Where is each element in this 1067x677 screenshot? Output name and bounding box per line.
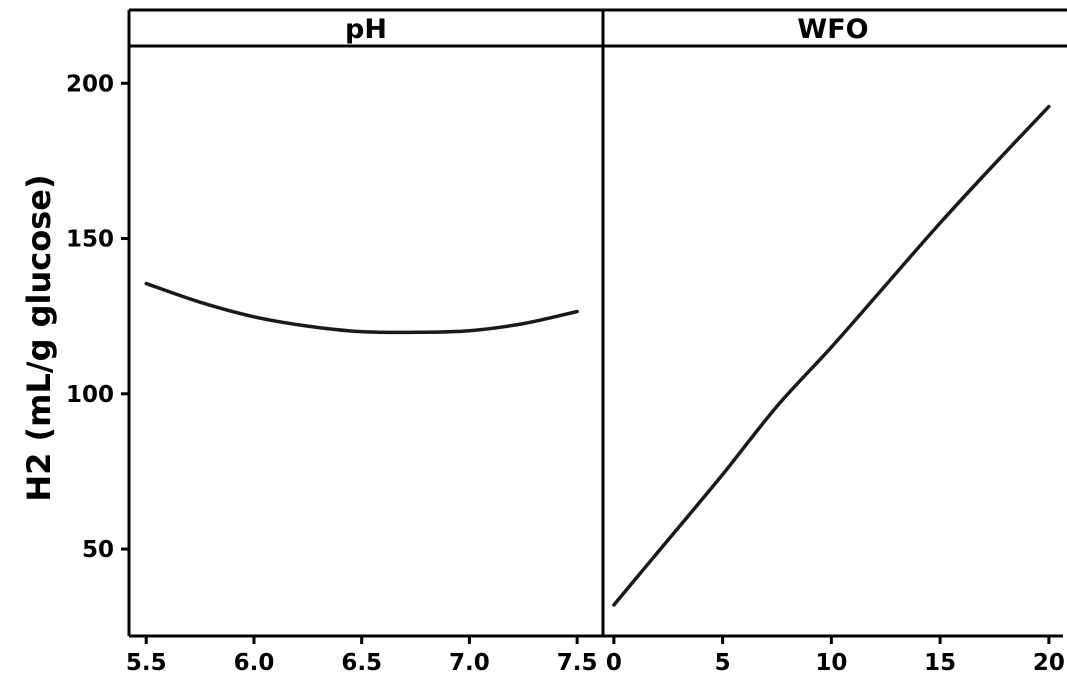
y-axis: 50 100 150 200 [66,10,131,636]
y-tick-label: 50 [82,537,114,563]
series-line-wfo [612,104,1051,607]
x-tick-label: 7.5 [557,650,598,676]
panel-strip-label: pH [345,14,387,45]
x-tick-label: 5.5 [126,650,167,676]
x-tick-label: 5 [715,650,731,676]
x-tick-label: 15 [924,650,956,676]
y-axis-title: H2 (mL/g glucose) [20,174,58,501]
panel-strips: pH WFO [129,8,1067,48]
x-tick-label: 7.0 [449,650,490,676]
series-line-ph [144,281,579,335]
x-tick-label: 10 [815,650,847,676]
x-tick-label: 0 [606,650,622,676]
x-axes: 5.5 6.0 6.5 7.0 7.5 0 5 10 15 20 [126,634,1065,676]
x-tick-label: 6.5 [341,650,382,676]
plot-panels [144,10,1051,636]
panel-strip-label: WFO [797,14,868,45]
y-tick-label: 150 [66,227,114,253]
y-tick-label: 100 [66,382,114,408]
x-tick-label: 6.0 [234,650,275,676]
y-tick-label: 200 [66,71,114,97]
x-tick-label: 20 [1033,650,1065,676]
